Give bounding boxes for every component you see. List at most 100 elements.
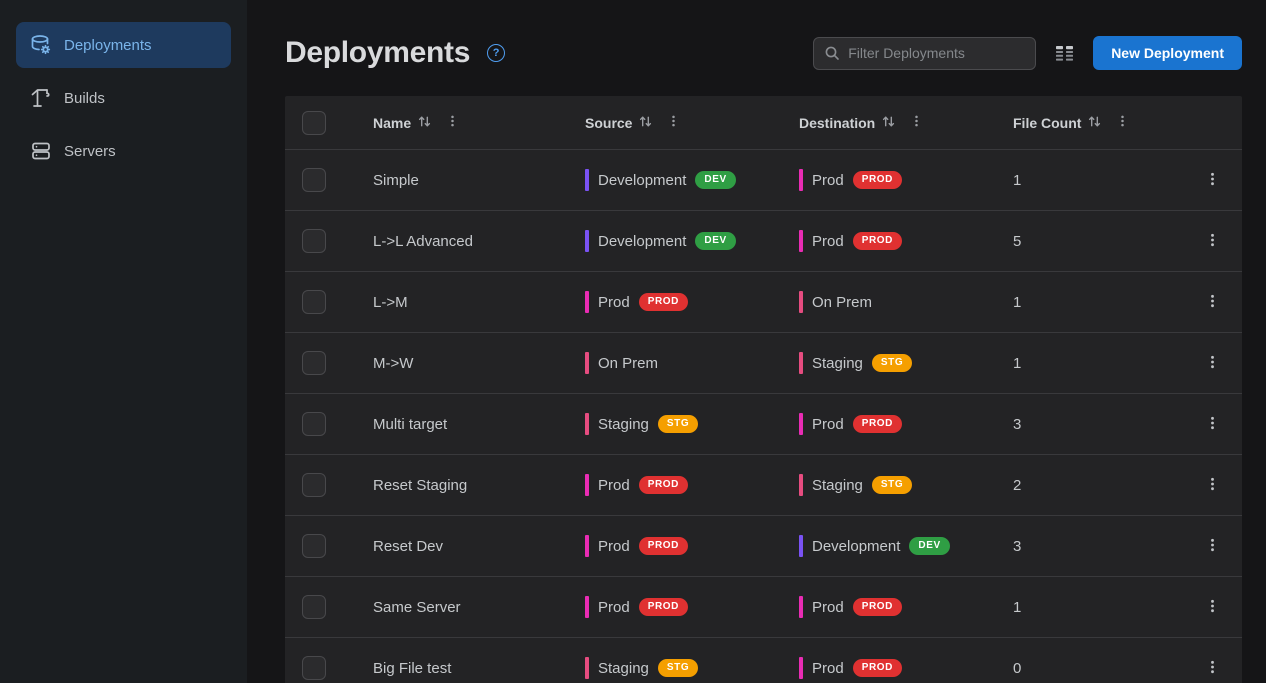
row-checkbox[interactable] (302, 534, 326, 558)
source-cell: On Prem (585, 352, 799, 374)
sidebar-item-label: Builds (64, 89, 105, 107)
columns-view-icon (1056, 46, 1074, 61)
row-checkbox[interactable] (302, 595, 326, 619)
row-checkbox[interactable] (302, 473, 326, 497)
sort-button[interactable] (1086, 113, 1103, 133)
source-env-badge: PROD (638, 598, 688, 616)
sort-icon (1087, 114, 1102, 132)
deployment-name: Big File test (373, 659, 452, 677)
column-menu-button[interactable] (1115, 113, 1130, 132)
filter-input[interactable] (848, 45, 1026, 61)
source-server-name: Prod (598, 598, 630, 616)
source-cell: Staging STG (585, 657, 799, 679)
file-count: 1 (1013, 293, 1022, 311)
row-menu-button[interactable] (1201, 594, 1224, 621)
row-actions-cell (1165, 533, 1242, 560)
row-checkbox-cell (285, 656, 373, 680)
table-row[interactable]: Big File test Staging STG Prod PROD 0 (285, 638, 1242, 683)
kebab-menu-icon (1205, 354, 1220, 373)
table-row[interactable]: Reset Staging Prod PROD Staging STG 2 (285, 455, 1242, 516)
destination-env-badge: PROD (852, 232, 902, 250)
crane-icon (29, 86, 53, 110)
column-menu-button[interactable] (909, 113, 924, 132)
row-checkbox[interactable] (302, 290, 326, 314)
source-server-name: Development (598, 171, 687, 189)
row-menu-button[interactable] (1201, 533, 1224, 560)
sort-button[interactable] (416, 113, 433, 133)
new-deployment-button[interactable]: New Deployment (1093, 36, 1242, 70)
search-icon (825, 46, 839, 60)
table-row[interactable]: L->M Prod PROD On Prem 1 (285, 272, 1242, 333)
destination-server-name: Development (812, 537, 901, 555)
file-count: 5 (1013, 232, 1022, 250)
table-body: Simple Development DEV Prod PROD 1 L->L … (285, 150, 1242, 683)
table-row[interactable]: Reset Dev Prod PROD Development DEV 3 (285, 516, 1242, 577)
row-checkbox[interactable] (302, 656, 326, 680)
destination-server-color-bar (799, 657, 803, 679)
row-checkbox-cell (285, 412, 373, 436)
help-icon[interactable]: ? (487, 44, 506, 62)
destination-cell: Prod PROD (799, 230, 1013, 252)
column-header: File Count (1013, 113, 1165, 133)
file-count: 3 (1013, 537, 1022, 555)
destination-server-name: Prod (812, 171, 844, 189)
column-view-button[interactable] (1053, 42, 1076, 64)
column-header: Destination (799, 113, 1013, 133)
dots-menu-icon (910, 114, 923, 131)
source-env-badge: STG (657, 659, 699, 677)
row-menu-button[interactable] (1201, 289, 1224, 316)
destination-server-color-bar (799, 474, 803, 496)
row-actions-cell (1165, 472, 1242, 499)
sidebar-item-label: Deployments (64, 36, 152, 54)
source-server-color-bar (585, 291, 589, 313)
select-all-checkbox[interactable] (302, 110, 326, 135)
source-server-color-bar (585, 535, 589, 557)
source-server-color-bar (585, 596, 589, 618)
sidebar-item-servers[interactable]: Servers (16, 128, 231, 174)
source-server-name: Prod (598, 537, 630, 555)
column-menu-button[interactable] (666, 113, 681, 132)
table-row[interactable]: M->W On Prem Staging STG 1 (285, 333, 1242, 394)
row-menu-button[interactable] (1201, 655, 1224, 682)
file-count: 3 (1013, 415, 1022, 433)
kebab-menu-icon (1205, 232, 1220, 251)
row-checkbox[interactable] (302, 229, 326, 253)
sidebar-item-builds[interactable]: Builds (16, 75, 231, 121)
destination-server-color-bar (799, 535, 803, 557)
source-server-color-bar (585, 474, 589, 496)
dots-menu-icon (1116, 114, 1129, 131)
row-menu-button[interactable] (1201, 472, 1224, 499)
row-actions-cell (1165, 594, 1242, 621)
deployment-name: L->L Advanced (373, 232, 473, 250)
kebab-menu-icon (1205, 171, 1220, 190)
file-count: 0 (1013, 659, 1022, 677)
table-row[interactable]: Same Server Prod PROD Prod PROD 1 (285, 577, 1242, 638)
row-checkbox[interactable] (302, 412, 326, 436)
row-menu-button[interactable] (1201, 411, 1224, 438)
destination-env-badge: PROD (852, 659, 902, 677)
deployment-name: L->M (373, 293, 408, 311)
column-header: Name (373, 113, 585, 133)
deployment-name: Multi target (373, 415, 448, 433)
row-checkbox[interactable] (302, 351, 326, 375)
page-header: Deployments ? New Deployment (285, 30, 1242, 76)
source-server-name: On Prem (598, 354, 659, 372)
destination-server-color-bar (799, 413, 803, 435)
row-menu-button[interactable] (1201, 350, 1224, 377)
row-checkbox[interactable] (302, 168, 326, 192)
destination-server-color-bar (799, 352, 803, 374)
sidebar-item-deployments[interactable]: Deployments (16, 22, 231, 68)
sort-button[interactable] (880, 113, 897, 133)
row-checkbox-cell (285, 534, 373, 558)
deployments-table: Name Source Destination (285, 96, 1242, 683)
source-cell: Prod PROD (585, 596, 799, 618)
row-menu-button[interactable] (1201, 228, 1224, 255)
sort-button[interactable] (637, 113, 654, 133)
table-row[interactable]: Simple Development DEV Prod PROD 1 (285, 150, 1242, 211)
table-row[interactable]: L->L Advanced Development DEV Prod PROD … (285, 211, 1242, 272)
column-menu-button[interactable] (445, 113, 460, 132)
table-row[interactable]: Multi target Staging STG Prod PROD 3 (285, 394, 1242, 455)
row-menu-button[interactable] (1201, 167, 1224, 194)
source-server-color-bar (585, 413, 589, 435)
destination-server-color-bar (799, 291, 803, 313)
